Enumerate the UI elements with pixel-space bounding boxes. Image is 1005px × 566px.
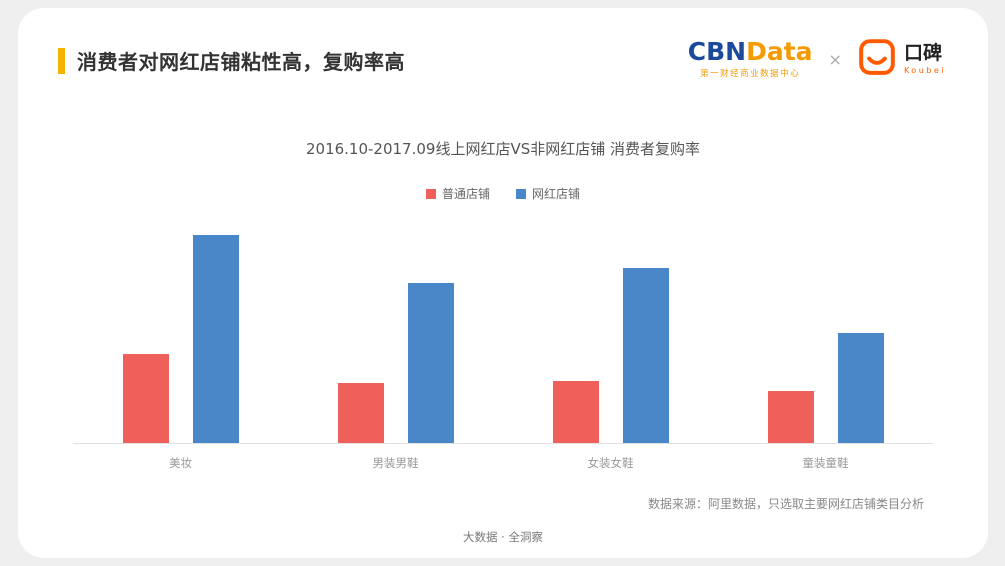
header: 消费者对网红店铺粘性高，复购率高 CBNData 第一财经商业数据中心 ×	[18, 8, 988, 80]
brand-separator: ×	[828, 49, 842, 69]
bar	[622, 268, 669, 443]
category-label: 童装童鞋	[802, 456, 849, 470]
legend-swatch-icon	[516, 188, 526, 199]
legend-item: 网红店铺	[516, 185, 580, 202]
bar-group	[122, 235, 239, 443]
bar-group	[767, 236, 884, 443]
bar	[122, 353, 169, 443]
bar	[552, 380, 599, 443]
koubei-smile-icon	[858, 38, 896, 80]
cbndata-cbn-text: CBN	[687, 37, 747, 66]
cbndata-data-text: Data	[746, 37, 813, 66]
legend-label: 网红店铺	[532, 187, 581, 201]
source-note: 数据来源：阿里数据，只选取主要网红店铺类目分析	[647, 497, 924, 511]
chart-plot-area	[73, 235, 933, 444]
bar	[837, 332, 884, 443]
chart-legend: 普通店铺 网红店铺	[18, 185, 988, 202]
category-labels: 美妆 男装男鞋 女装女鞋 童装童鞋	[73, 455, 933, 471]
brand-logos: CBNData 第一财经商业数据中心 × 口碑 Koubei	[688, 38, 946, 80]
cbndata-logo: CBNData 第一财经商业数据中心	[688, 39, 813, 79]
cbndata-subtitle: 第一财经商业数据中心	[700, 69, 801, 79]
bar	[192, 235, 239, 443]
chart-title: 2016.10-2017.09线上网红店VS非网红店铺 消费者复购率	[305, 140, 701, 158]
koubei-wordmark: 口碑 Koubei	[903, 41, 946, 75]
page-title: 消费者对网红店铺粘性高，复购率高	[77, 50, 405, 74]
bar-group	[552, 236, 669, 443]
legend-swatch-icon	[425, 188, 436, 199]
bar-group	[337, 236, 454, 443]
category-label: 美妆	[169, 456, 192, 470]
bar	[337, 382, 384, 443]
cbndata-wordmark: CBNData	[688, 39, 813, 64]
bar	[407, 282, 454, 443]
title-accent-bar	[58, 47, 65, 74]
bar-chart: 美妆 男装男鞋 女装女鞋 童装童鞋	[73, 235, 933, 471]
koubei-sub-text: Koubei	[903, 65, 946, 75]
legend-label: 普通店铺	[441, 187, 490, 201]
category-label: 女装女鞋	[587, 456, 634, 470]
koubei-name-text: 口碑	[903, 41, 942, 64]
category-label: 男装男鞋	[372, 456, 419, 470]
title-block: 消费者对网红店铺粘性高，复购率高	[58, 46, 405, 75]
slide-card: 消费者对网红店铺粘性高，复购率高 CBNData 第一财经商业数据中心 ×	[18, 8, 988, 558]
koubei-logo: 口碑 Koubei	[858, 38, 946, 80]
footer-tagline: 大数据 · 全洞察	[463, 530, 543, 544]
legend-item: 普通店铺	[425, 185, 490, 202]
bar	[767, 391, 814, 443]
